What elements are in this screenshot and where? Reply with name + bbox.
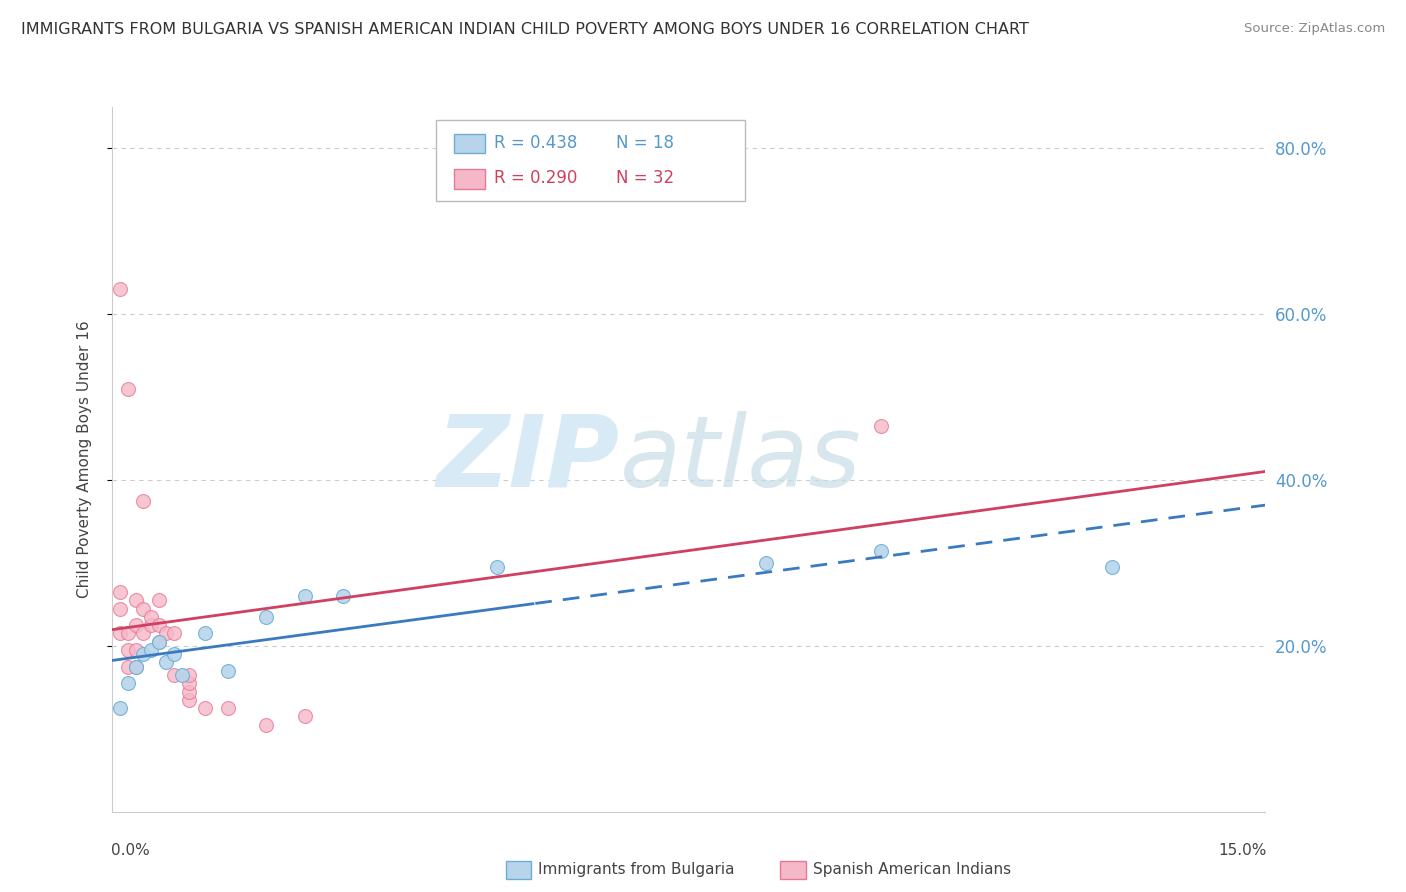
Point (179, 684, 201, 698)
Point (485, 560, 508, 574)
Point (870, 419, 893, 434)
Text: atlas: atlas (620, 411, 862, 508)
Text: ZIP: ZIP (437, 411, 620, 508)
Point (332, 589, 354, 603)
Point (108, 601, 131, 615)
Text: 15.0%: 15.0% (1218, 844, 1267, 858)
Text: Source: ZipAtlas.com: Source: ZipAtlas.com (1244, 22, 1385, 36)
Text: R = 0.290: R = 0.290 (494, 169, 576, 187)
Point (108, 626, 131, 640)
Point (148, 593, 170, 607)
Point (139, 610, 162, 624)
Point (108, 585, 131, 599)
Point (179, 693, 201, 707)
Point (1101, 560, 1123, 574)
Point (148, 618, 170, 632)
Point (294, 709, 316, 723)
Text: 0.0%: 0.0% (111, 844, 150, 858)
Text: IMMIGRANTS FROM BULGARIA VS SPANISH AMERICAN INDIAN CHILD POVERTY AMONG BOYS UND: IMMIGRANTS FROM BULGARIA VS SPANISH AMER… (21, 22, 1029, 37)
Point (132, 493, 155, 508)
Point (148, 634, 170, 648)
Point (124, 659, 146, 673)
Point (217, 701, 239, 715)
Point (132, 647, 155, 661)
Point (155, 656, 177, 670)
Point (108, 701, 131, 715)
Text: N = 32: N = 32 (616, 169, 673, 187)
Point (170, 668, 193, 682)
Point (163, 668, 186, 682)
Point (124, 643, 146, 657)
Point (124, 659, 146, 673)
Point (194, 626, 217, 640)
Text: N = 18: N = 18 (616, 134, 673, 152)
Point (117, 626, 139, 640)
Point (108, 282, 131, 296)
Point (294, 589, 316, 603)
Point (163, 647, 186, 661)
Text: Immigrants from Bulgaria: Immigrants from Bulgaria (538, 863, 735, 877)
Point (132, 626, 155, 640)
Point (139, 618, 162, 632)
Point (117, 643, 139, 657)
Point (124, 618, 146, 632)
Text: R = 0.438: R = 0.438 (494, 134, 576, 152)
Point (254, 610, 277, 624)
Point (179, 668, 201, 682)
Point (755, 556, 778, 570)
Point (132, 601, 155, 615)
Point (194, 701, 217, 715)
Point (139, 643, 162, 657)
Point (155, 626, 177, 640)
Point (117, 659, 139, 673)
Point (117, 382, 139, 396)
Y-axis label: Child Poverty Among Boys Under 16: Child Poverty Among Boys Under 16 (77, 320, 91, 599)
Point (124, 593, 146, 607)
Point (148, 634, 170, 648)
Point (217, 664, 239, 678)
Point (163, 626, 186, 640)
Point (179, 676, 201, 690)
Text: Spanish American Indians: Spanish American Indians (813, 863, 1011, 877)
Point (117, 676, 139, 690)
Point (870, 543, 893, 558)
Point (254, 717, 277, 731)
